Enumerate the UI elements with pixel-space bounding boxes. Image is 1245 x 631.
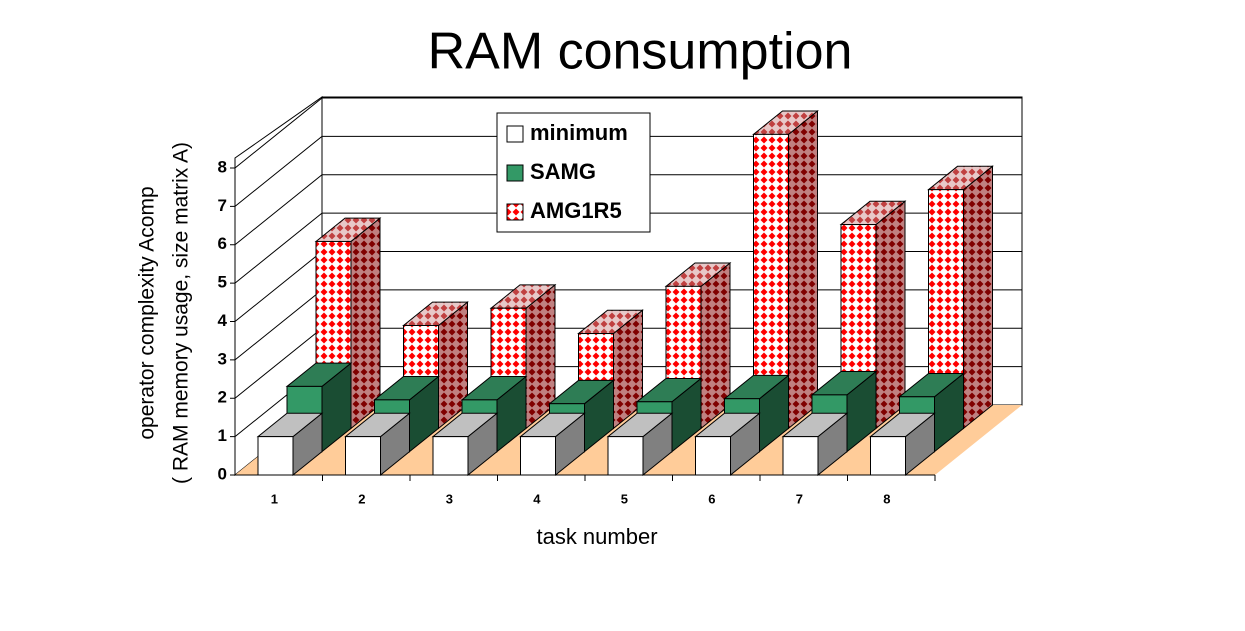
bar: [520, 436, 556, 476]
legend-swatch: [506, 164, 524, 182]
y-tick-label: 1: [218, 426, 227, 445]
bar: [870, 436, 906, 476]
y-tick-label: 2: [218, 388, 227, 407]
y-axis-title: ( RAM memory usage, size matrix A): [170, 142, 193, 484]
y-tick-label: 6: [218, 234, 227, 253]
x-tick-label: 8: [883, 491, 890, 506]
bar: [695, 436, 731, 476]
y-tick-label: 4: [218, 311, 228, 330]
bar-side: [350, 217, 381, 430]
x-axis-title: task number: [536, 524, 657, 549]
bar: [782, 436, 819, 476]
grid-line: [234, 97, 1022, 169]
y-tick-label: 8: [218, 157, 227, 176]
bar: [257, 436, 294, 476]
bar: [607, 436, 644, 476]
legend-label: SAMG: [530, 159, 596, 184]
bar-side: [963, 165, 993, 430]
y-tick-label: 0: [218, 464, 227, 483]
x-tick-label: 5: [621, 491, 628, 506]
legend-swatch: [506, 203, 524, 221]
x-tick-label: 2: [358, 491, 365, 506]
bar: [432, 436, 469, 476]
bar-side: [788, 110, 818, 430]
legend: minimum SAMG AMG1R5: [496, 112, 651, 233]
x-tick-label: 4: [533, 491, 541, 506]
y-tick-label: 7: [218, 196, 227, 215]
x-tick-label: 1: [271, 491, 278, 506]
x-tick-label: 7: [796, 491, 803, 506]
x-tick-label: 6: [708, 491, 715, 506]
y-tick-label: 3: [218, 349, 227, 368]
bar-side: [875, 200, 906, 430]
y-tick-label: 5: [218, 273, 227, 292]
y-axis-title: operator complexity Acomp: [136, 186, 159, 439]
legend-label: AMG1R5: [530, 198, 622, 223]
bar: [345, 436, 381, 476]
bars: [256, 110, 994, 477]
legend-swatch: [506, 125, 524, 143]
legend-label: minimum: [530, 120, 628, 145]
chart-title: RAM consumption: [428, 23, 853, 81]
x-tick-label: 3: [446, 491, 453, 506]
